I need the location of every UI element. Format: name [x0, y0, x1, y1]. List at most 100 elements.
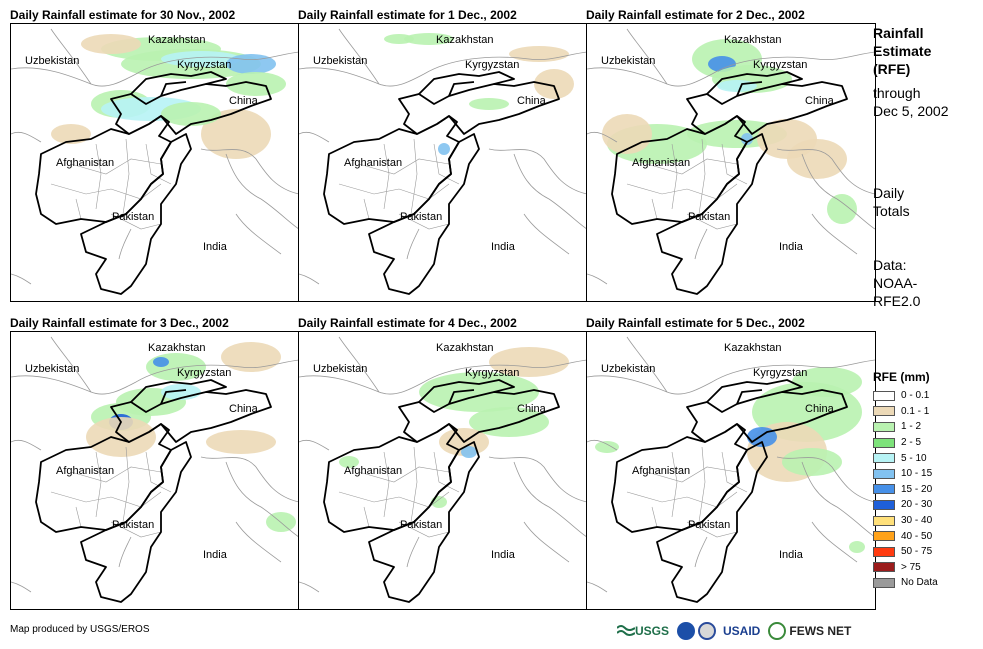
- rainfall-map: Kazakhstan Uzbekistan Kyrgyzstan China A…: [10, 331, 300, 610]
- rainfall-blob: [602, 114, 652, 154]
- label-kazakhstan: Kazakhstan: [724, 34, 781, 46]
- rainfall-map: Kazakhstan Uzbekistan Kyrgyzstan China A…: [586, 331, 876, 610]
- label-pakistan: Pakistan: [112, 211, 154, 223]
- label-india: India: [491, 549, 516, 561]
- legend-item: 2 - 5: [873, 435, 938, 451]
- legend-label: No Data: [901, 577, 938, 589]
- province-lines: [338, 446, 460, 538]
- country-borders: [299, 336, 587, 593]
- rainfall-blob: [226, 54, 276, 74]
- country-borders: [587, 28, 875, 285]
- panel-30-nov: Daily Rainfall estimate for 30 Nov., 200…: [10, 8, 300, 308]
- rainfall-blob: [469, 98, 509, 110]
- legend-label: 15 - 20: [901, 483, 933, 495]
- label-china: China: [229, 403, 259, 415]
- legend-item: 15 - 20: [873, 482, 938, 498]
- legend-swatch: [873, 421, 895, 432]
- rainfall-blob: [153, 357, 169, 367]
- legend-swatch: [873, 577, 895, 588]
- rainfall-blob: [782, 448, 842, 476]
- rainfall-map: Kazakhstan Uzbekistan Kyrgyzstan China A…: [298, 331, 588, 610]
- label-kyrgyzstan: Kyrgyzstan: [753, 367, 807, 379]
- label-uzbekistan: Uzbekistan: [25, 55, 79, 67]
- rainfall-field: [51, 34, 286, 159]
- label-china: China: [229, 95, 259, 107]
- credit-text: Map produced by USGS/EROS: [10, 624, 150, 635]
- focus-borders: [611, 71, 848, 295]
- legend-label: 0 - 0.1: [901, 390, 930, 402]
- legend-item: 10 - 15: [873, 466, 938, 482]
- label-uzbekistan: Uzbekistan: [25, 363, 79, 375]
- label-uzbekistan: Uzbekistan: [313, 363, 367, 375]
- side-data-source: Data: NOAA- RFE2.0: [873, 257, 921, 309]
- country-borders: [11, 28, 299, 285]
- legend-item: 30 - 40: [873, 513, 938, 529]
- rainfall-blob: [595, 441, 619, 453]
- legend-label: 30 - 40: [901, 515, 933, 527]
- province-lines: [338, 138, 460, 230]
- legend-label: 20 - 30: [901, 499, 933, 511]
- province-lines: [626, 446, 748, 538]
- label-kazakhstan: Kazakhstan: [436, 34, 493, 46]
- province-lines: [626, 138, 748, 230]
- label-pakistan: Pakistan: [688, 519, 730, 531]
- label-afghanistan: Afghanistan: [344, 157, 402, 169]
- label-afghanistan: Afghanistan: [632, 465, 690, 477]
- rainfall-field: [86, 342, 296, 532]
- legend-item: 50 - 75: [873, 544, 938, 560]
- panel-1-dec: Daily Rainfall estimate for 1 Dec., 2002: [298, 8, 588, 308]
- rainfall-blob: [339, 456, 359, 468]
- fews-net-logo: FEWS NET: [768, 622, 851, 640]
- rainfall-blob: [849, 541, 865, 553]
- seal-logo-icon: [698, 622, 717, 640]
- side-through: through Dec 5, 2002: [873, 85, 949, 119]
- legend-swatch: [873, 515, 895, 526]
- label-kyrgyzstan: Kyrgyzstan: [465, 367, 519, 379]
- panel-5-dec: Daily Rainfall estimate for 5 Dec., 2002: [586, 316, 876, 616]
- rainfall-blob: [741, 133, 753, 145]
- label-india: India: [779, 241, 804, 253]
- legend-swatch: [873, 453, 895, 464]
- panel-title: Daily Rainfall estimate for 4 Dec., 2002: [298, 316, 517, 330]
- label-kazakhstan: Kazakhstan: [148, 342, 205, 354]
- rainfall-blob: [787, 139, 847, 179]
- legend-item: > 75: [873, 560, 938, 576]
- legend-swatch: [873, 562, 895, 573]
- rainfall-blob: [534, 69, 574, 99]
- legend-item: 1 - 2: [873, 419, 938, 435]
- label-india: India: [203, 549, 228, 561]
- province-lines: [50, 138, 172, 230]
- label-afghanistan: Afghanistan: [632, 157, 690, 169]
- label-kyrgyzstan: Kyrgyzstan: [177, 59, 231, 71]
- rainfall-blob: [489, 347, 569, 377]
- panel-3-dec: Daily Rainfall estimate for 3 Dec., 2002: [10, 316, 300, 616]
- label-kyrgyzstan: Kyrgyzstan: [753, 59, 807, 71]
- province-lines: [50, 446, 172, 538]
- label-india: India: [779, 549, 804, 561]
- rainfall-blob: [201, 109, 271, 159]
- label-pakistan: Pakistan: [400, 211, 442, 223]
- panel-title: Daily Rainfall estimate for 1 Dec., 2002: [298, 8, 517, 22]
- country-borders: [587, 336, 875, 593]
- rainfall-map: Kazakhstan Uzbekistan Kyrgyzstan China A…: [586, 23, 876, 302]
- legend-item: 5 - 10: [873, 450, 938, 466]
- rainfall-blob: [161, 102, 221, 126]
- legend-label: 1 - 2: [901, 421, 922, 433]
- label-kazakhstan: Kazakhstan: [724, 342, 781, 354]
- legend-swatch: [873, 546, 895, 557]
- label-pakistan: Pakistan: [688, 211, 730, 223]
- rainfall-field: [595, 367, 865, 553]
- label-uzbekistan: Uzbekistan: [313, 55, 367, 67]
- rainfall-blob: [51, 124, 91, 144]
- rainfall-blob: [461, 446, 477, 458]
- legend-swatch: [873, 437, 895, 448]
- focus-borders: [323, 379, 560, 603]
- rainfall-blob: [827, 194, 857, 224]
- legend-swatch: [873, 499, 895, 510]
- rainfall-blob: [404, 33, 454, 45]
- label-india: India: [203, 241, 228, 253]
- legend-label: > 75: [901, 561, 921, 573]
- label-china: China: [805, 403, 835, 415]
- panel-2-dec: Daily Rainfall estimate for 2 Dec., 2002: [586, 8, 876, 308]
- rainfall-blob: [161, 51, 241, 67]
